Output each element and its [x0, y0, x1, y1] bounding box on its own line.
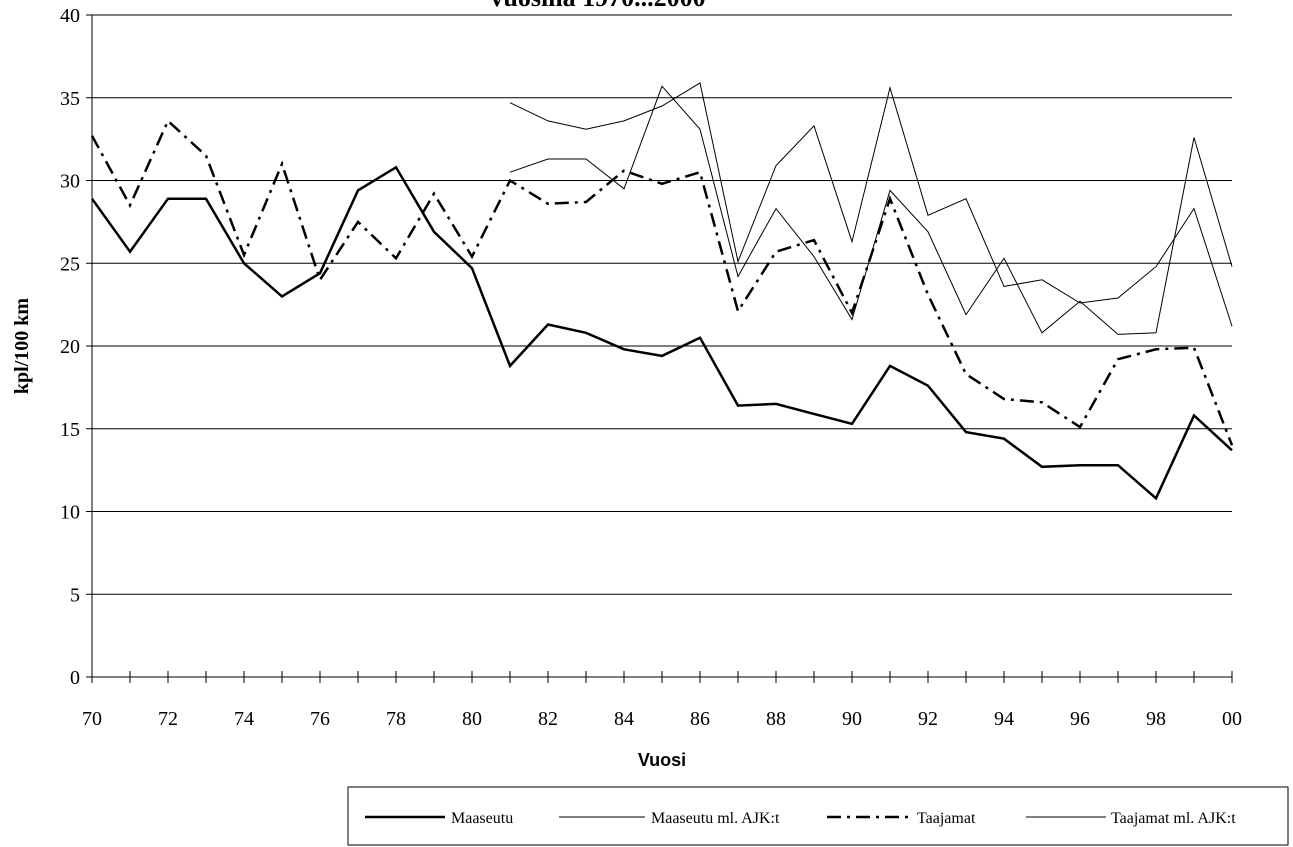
x-tick-label: 94: [994, 708, 1014, 730]
y-tick-label: 5: [70, 584, 80, 606]
x-tick-label: 00: [1222, 708, 1242, 730]
legend-label-2: Maaseutu ml. AJK:t: [651, 810, 780, 827]
y-axis-label: kpl/100 km: [11, 298, 33, 394]
x-tick-label: 70: [82, 708, 102, 730]
y-tick-label: 30: [60, 171, 80, 193]
y-tick-label: 15: [60, 419, 80, 441]
x-tick-label: 80: [462, 708, 482, 730]
y-tick-label: 35: [60, 88, 80, 110]
chart-title: vuosina 1970...2000: [490, 0, 705, 12]
y-tick-label: 25: [60, 253, 80, 275]
x-tick-label: 72: [158, 708, 178, 730]
y-tick-label: 10: [60, 502, 80, 524]
y-tick-label: 0: [70, 667, 80, 689]
x-tick-label: 74: [234, 708, 254, 730]
series-line-3: [90, 118, 1234, 446]
legend-label-4: Taajamat ml. AJK:t: [1111, 810, 1236, 827]
legend-label-1: Maaseutu: [451, 810, 513, 827]
series-line-4: [509, 82, 1233, 327]
legend-label-3: Taajamat: [917, 810, 976, 827]
x-tick-label: 84: [614, 708, 634, 730]
data-series: [90, 82, 1234, 501]
x-tick-label: 78: [386, 708, 406, 730]
axes: 0 5 10 15 20 25 30 35 40 70 72 74 76 78 80 82 84 86 88 90 92…: [60, 5, 1242, 730]
series-line-1: [90, 165, 1233, 501]
y-tick-label: 20: [60, 336, 80, 358]
series-line-2: [509, 85, 1233, 335]
x-tick-label: 92: [918, 708, 938, 730]
x-tick-label: 96: [1070, 708, 1090, 730]
x-tick-label: 88: [766, 708, 786, 730]
x-tick-label: 98: [1146, 708, 1166, 730]
legend: Maaseutu Maaseutu ml. AJK:t Taajamat Taajam…: [347, 786, 1289, 846]
x-tick-label: 90: [842, 708, 862, 730]
x-tick-label: 82: [538, 708, 558, 730]
x-tick-label: 86: [690, 708, 710, 730]
y-tick-label: 40: [60, 5, 80, 27]
x-tick-label: 76: [310, 708, 330, 730]
legend-box: [347, 786, 1289, 846]
gridlines: [92, 14, 1232, 595]
x-axis-label: Vuosi: [638, 750, 686, 770]
